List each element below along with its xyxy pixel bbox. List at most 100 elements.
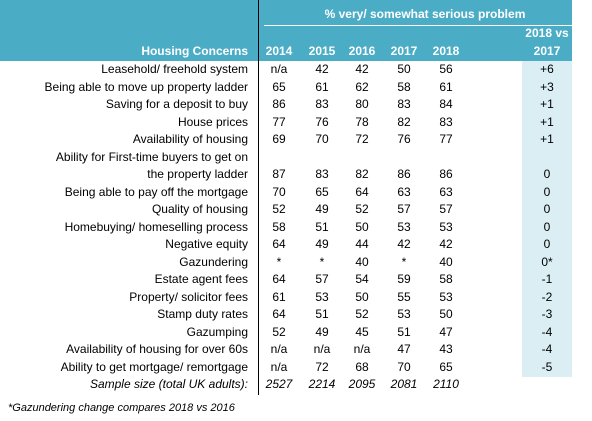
cell-value: 56 xyxy=(439,62,453,76)
cell-value: 70 xyxy=(315,132,329,146)
cell-value: 83 xyxy=(397,97,411,111)
cell-value: 43 xyxy=(439,342,453,356)
cell-value: 65 xyxy=(272,79,286,94)
row-label: Homebuying/ homeselling process xyxy=(64,219,248,234)
cell-value: 64 xyxy=(355,184,369,199)
cell-value: 86 xyxy=(439,167,453,181)
cell-value: 57 xyxy=(439,202,453,216)
cell-value: 80 xyxy=(355,97,369,111)
cell-value: 87 xyxy=(272,167,286,181)
cell-value: 82 xyxy=(397,114,411,129)
row-label: Property/ solicitor fees xyxy=(129,289,248,304)
cell-value: 61 xyxy=(272,289,286,304)
cell-value: 50 xyxy=(397,62,411,76)
group-underline xyxy=(264,25,572,26)
cell-value: 53 xyxy=(397,219,411,234)
cell-value: 69 xyxy=(272,132,286,146)
cell-value: 53 xyxy=(315,289,329,304)
cell-value: 40 xyxy=(439,254,453,269)
row-label: Negative equity xyxy=(165,237,248,251)
cell-value: 78 xyxy=(355,114,369,129)
change-header-top: 2018 vs xyxy=(525,26,569,40)
cell-value: 47 xyxy=(397,342,411,356)
cell-value: 49 xyxy=(315,237,329,251)
change-value: +3 xyxy=(540,79,554,94)
label-header: Housing Concerns xyxy=(141,44,248,58)
cell-value: 83 xyxy=(315,97,329,111)
change-value: -2 xyxy=(541,289,553,304)
cell-value: 42 xyxy=(355,62,369,76)
cell-value: 51 xyxy=(315,219,329,234)
cell-value: 53 xyxy=(439,219,453,234)
group-title: % very/ somewhat serious problem xyxy=(324,7,526,21)
row-label: Ability for First-time buyers to get on … xyxy=(55,149,248,182)
row-label: Gazumping xyxy=(186,324,248,339)
change-value: 0* xyxy=(541,254,553,269)
cell-value: 52 xyxy=(355,307,369,321)
cell-value: 72 xyxy=(315,359,329,374)
cell-value: 59 xyxy=(397,272,411,286)
change-column-band xyxy=(522,61,572,377)
change-value: +1 xyxy=(540,97,554,111)
cell-value: 57 xyxy=(397,202,411,216)
cell-value: 83 xyxy=(439,114,453,129)
row-label: Leasehold/ freehold system xyxy=(101,62,248,76)
cell-value: 64 xyxy=(272,272,286,286)
cell-value: 64 xyxy=(272,237,286,251)
cell-value: n/a xyxy=(313,342,331,356)
change-value: -4 xyxy=(541,324,553,339)
cell-value: 52 xyxy=(272,324,286,339)
year-header: 2018 xyxy=(432,44,460,58)
row-label: Stamp duty rates xyxy=(157,307,248,321)
change-value: -1 xyxy=(541,272,553,286)
cell-value: 55 xyxy=(397,289,411,304)
sample-value: 2527 xyxy=(265,377,293,391)
cell-value: 49 xyxy=(315,202,329,216)
cell-value: 70 xyxy=(397,359,411,374)
change-value: 0 xyxy=(543,167,551,181)
change-value: -3 xyxy=(541,307,553,321)
sample-value: 2095 xyxy=(348,377,376,391)
cell-value: * xyxy=(319,254,325,269)
change-value: +1 xyxy=(540,114,554,129)
row-label: Being able to move up property ladder xyxy=(44,79,248,94)
sample-value: 2110 xyxy=(433,377,459,391)
cell-value: 61 xyxy=(439,79,453,94)
cell-value: 63 xyxy=(439,184,453,199)
cell-value: 86 xyxy=(272,97,286,111)
cell-value: n/a xyxy=(270,359,288,374)
sample-value: 2081 xyxy=(390,377,418,391)
cell-value: n/a xyxy=(353,342,371,356)
sample-value: 2214 xyxy=(308,377,336,391)
cell-value: 77 xyxy=(439,132,453,146)
row-label: Saving for a deposit to buy xyxy=(105,97,248,111)
year-header: 2015 xyxy=(308,44,336,58)
cell-value: 40 xyxy=(355,254,369,269)
row-label: Estate agent fees xyxy=(154,272,248,286)
cell-value: 50 xyxy=(439,307,453,321)
row-label: Being able to pay off the mortgage xyxy=(64,184,248,199)
cell-value: 58 xyxy=(272,219,286,234)
cell-value: 50 xyxy=(355,289,369,304)
cell-value: n/a xyxy=(270,342,288,356)
row-label: House prices xyxy=(177,114,248,129)
change-value: 0 xyxy=(543,184,551,199)
cell-value: 76 xyxy=(397,132,411,146)
cell-value: 54 xyxy=(355,272,369,286)
cell-value: 84 xyxy=(439,97,453,111)
row-label: Ability to get mortgage/ remortgage xyxy=(60,359,248,374)
footnote: *Gazundering change compares 2018 vs 201… xyxy=(8,402,235,414)
cell-value: 42 xyxy=(315,62,329,76)
cell-value: 45 xyxy=(355,324,369,339)
cell-value: 62 xyxy=(355,79,369,94)
cell-value: 51 xyxy=(315,307,329,321)
sample-label: Sample size (total UK adults): xyxy=(89,377,248,391)
cell-value: 65 xyxy=(439,359,453,374)
cell-value: 58 xyxy=(397,79,411,94)
cell-value: 76 xyxy=(315,114,329,129)
change-value: 0 xyxy=(543,202,551,216)
cell-value: 44 xyxy=(355,237,369,251)
cell-value: 72 xyxy=(355,132,369,146)
cell-value: 64 xyxy=(272,307,286,321)
